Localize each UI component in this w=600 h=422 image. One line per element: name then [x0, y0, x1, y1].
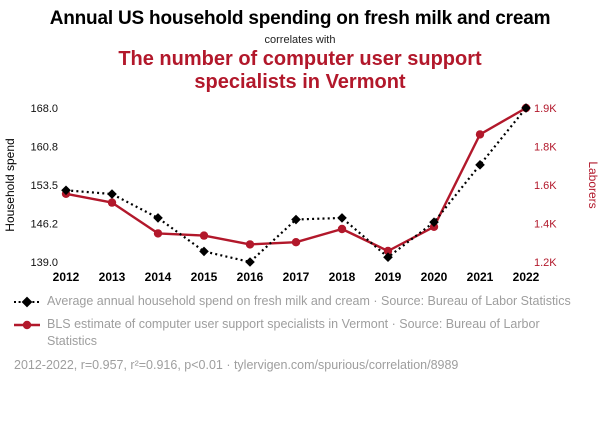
- x-axis-year-label: 2021: [467, 270, 494, 284]
- laborers-series-marker: [107, 198, 117, 207]
- x-axis-year-label: 2022: [513, 270, 540, 284]
- title-secondary: The number of computer user support spec…: [118, 48, 482, 93]
- right-axis-tick-label: 1.9K: [534, 103, 557, 115]
- laborers-series-marker: [337, 224, 347, 234]
- household-spend-series-marker: [61, 185, 71, 196]
- legend-item-laborers: BLS estimate of computer user support sp…: [14, 316, 586, 349]
- right-axis-tick-label: 1.8K: [534, 142, 557, 154]
- title-primary: Annual US household spending on fresh mi…: [49, 8, 551, 29]
- household-spend-series-marker: [521, 103, 531, 113]
- household-spend-series-marker: [107, 189, 117, 199]
- laborers-series-marker: [383, 246, 393, 256]
- solid-circle-series-icon: [14, 321, 40, 330]
- left-axis-tick-label: 146.2: [30, 219, 58, 231]
- right-axis-tick-label: 1.6K: [534, 180, 557, 192]
- chart-page: Annual US household spending on fresh mi…: [0, 8, 600, 422]
- laborers-series-marker: [199, 231, 209, 240]
- laborers-series-marker: [245, 240, 255, 249]
- x-axis-year-label: 2020: [421, 270, 448, 284]
- x-axis-year-label: 2012: [53, 270, 80, 284]
- household-spend-series-line: [65, 107, 527, 264]
- left-axis-tick-label: 139.0: [30, 257, 58, 269]
- stats-footer: 2012-2022, r=0.957, r²=0.916, p<0.01 · t…: [14, 357, 459, 372]
- legend-circle-marker: [22, 321, 32, 330]
- x-axis-year-label: 2019: [375, 270, 402, 284]
- legend-diamond-marker: [21, 296, 33, 308]
- household-spend-series-marker: [337, 213, 347, 223]
- household-spend-series-marker: [199, 246, 209, 257]
- left-axis-tick-label: 160.8: [30, 142, 58, 154]
- laborers-series-marker: [291, 238, 301, 247]
- dotted-diamond-series-icon: [14, 296, 40, 308]
- x-axis-year-label: 2018: [329, 270, 356, 284]
- legend-label-household-spend: Average annual household spend on fresh …: [47, 294, 571, 308]
- left-axis-tick-label: 153.5: [30, 180, 58, 192]
- correlates-with-label: correlates with: [264, 34, 336, 46]
- laborers-series-line: [65, 106, 527, 253]
- laborers-series-marker: [475, 130, 485, 139]
- household-spend-series-marker: [475, 160, 485, 170]
- chart-svg: 168.0 1.9K 160.8 1.8K 153.5 1.6K 146.2 1.4K 139.…: [3, 103, 600, 284]
- left-axis-tick-label: 168.0: [30, 103, 58, 115]
- legend-item-household-spend: Average annual household spend on fresh …: [14, 293, 586, 309]
- x-axis-year-label: 2017: [283, 270, 310, 284]
- legend-label-laborers: BLS estimate of computer user support sp…: [47, 317, 540, 348]
- x-axis-year-label: 2016: [237, 270, 264, 284]
- right-axis-tick-label: 1.4K: [534, 219, 557, 231]
- x-axis-year-label: 2013: [99, 270, 126, 284]
- left-axis-title: Household spend: [3, 138, 17, 231]
- x-axis-year-label: 2014: [145, 270, 172, 284]
- right-axis-tick-label: 1.2K: [534, 257, 557, 269]
- household-spend-series-marker: [291, 214, 301, 225]
- right-axis-title: Laborers: [586, 161, 600, 208]
- legend: Average annual household spend on fresh …: [0, 288, 600, 349]
- household-spend-series-marker: [245, 257, 255, 267]
- household-spend-series-marker: [153, 213, 163, 223]
- laborers-series-marker: [153, 229, 163, 238]
- x-axis-year-label: 2015: [191, 270, 218, 284]
